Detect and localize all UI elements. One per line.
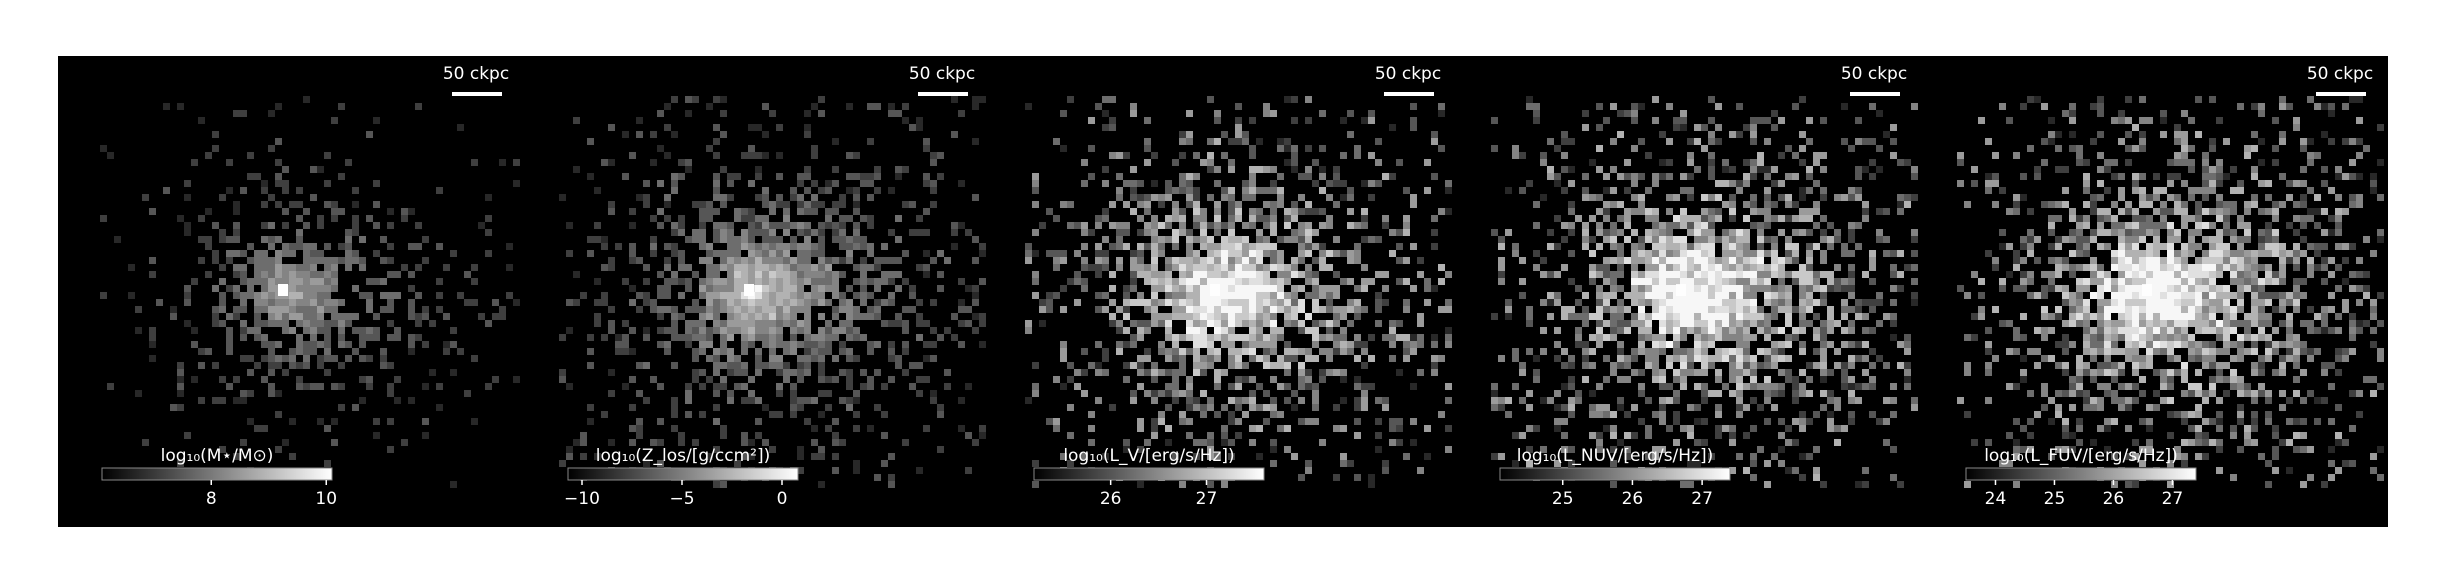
colorbar — [1965, 467, 2197, 481]
image-pixels — [2076, 222, 2265, 369]
colorbar-tick-label: 26 — [1622, 489, 1644, 509]
image-pixels — [1165, 243, 1312, 355]
panel: 50 ckpc log₁₀(L_V/[erg/s/Hz]) 26 27 — [1025, 64, 1452, 509]
colorbar-tick-label: 10 — [315, 489, 337, 509]
image-pixels — [559, 96, 986, 488]
image-pixels — [699, 243, 832, 341]
colorbar — [567, 467, 799, 481]
image-pixels — [289, 292, 303, 299]
image-pixels — [1123, 208, 1333, 376]
colorbar-tick-label: 25 — [2044, 489, 2066, 509]
colorbar — [1499, 467, 1731, 481]
colorbar-tick-label: −5 — [669, 489, 694, 509]
colorbar-tick-label: 26 — [1100, 489, 1122, 509]
image-pixels — [1957, 103, 2377, 488]
panel: 50 ckpc log₁₀(M⋆/M⊙) 8 10 — [100, 64, 520, 509]
image-pixels — [2041, 208, 2300, 404]
image-pixels — [1498, 131, 1911, 481]
image-pixels — [1032, 96, 1452, 481]
colorbar-tick-label: 0 — [777, 489, 788, 509]
colorbar-tick-label: 25 — [1552, 489, 1574, 509]
colorbar-label: log₁₀(L_NUV/[erg/s/Hz]) — [1517, 446, 1714, 466]
image-pixels — [1025, 96, 1452, 481]
colorbar-tick-label: 27 — [1691, 489, 1713, 509]
image-pixels — [1957, 96, 2384, 488]
panel: 50 ckpc log₁₀(L_FUV/[erg/s/Hz]) 24 25 26 27 — [1957, 64, 2384, 509]
panel: 50 ckpc log₁₀(L_NUV/[erg/s/Hz]) 25 26 27 — [1491, 64, 1918, 509]
colorbar — [101, 467, 333, 481]
galaxy-core — [278, 284, 288, 296]
image-pixels — [1631, 250, 1764, 348]
image-pixels — [1491, 96, 1918, 488]
image-pixels — [720, 257, 797, 334]
colorbar-tick-label: 8 — [206, 489, 217, 509]
image-pixels — [149, 131, 499, 446]
scale-bar-label: 50 ckpc — [2307, 64, 2373, 84]
image-pixels — [1025, 96, 1445, 488]
colorbar-label: log₁₀(L_V/[erg/s/Hz]) — [1063, 446, 1234, 466]
colorbar-label: log₁₀(L_FUV/[erg/s/Hz]) — [1984, 446, 2178, 466]
image-pixels — [1025, 96, 1452, 488]
image-pixels — [1491, 96, 1918, 488]
image-pixels — [1624, 215, 1785, 369]
colorbar-label: log₁₀(Z_los/[g/ccm²]) — [596, 446, 771, 466]
image-pixels — [1186, 250, 1284, 334]
galaxy-core — [2142, 284, 2152, 296]
image-pixels — [629, 173, 951, 425]
galaxy-core — [1676, 284, 1686, 296]
image-pixels — [734, 271, 776, 320]
colorbar-tick-label: 24 — [1985, 489, 2007, 509]
image-pixels — [1498, 103, 1918, 481]
colorbar-tick-label: −10 — [564, 489, 600, 509]
scale-bar-label: 50 ckpc — [909, 64, 975, 84]
galaxy-core — [1210, 284, 1220, 296]
scale-bar-label: 50 ckpc — [443, 64, 509, 84]
image-pixels — [2090, 250, 2223, 348]
colorbar-tick-label: 27 — [2162, 489, 2184, 509]
colorbar-tick-label: 27 — [1196, 489, 1218, 509]
panel: 50 ckpc log₁₀(Z_los/[g/ccm²]) −10 −5 0 — [559, 64, 986, 509]
scale-bar-label: 50 ckpc — [1841, 64, 1907, 84]
colorbar-tick-label: 26 — [2103, 489, 2125, 509]
image-pixels — [1978, 124, 2377, 446]
colorbar-label: log₁₀(M⋆/M⊙) — [161, 446, 274, 466]
galaxy-core — [744, 284, 754, 296]
image-pixels — [212, 222, 401, 362]
image-pixels — [100, 103, 520, 467]
image-pixels — [1491, 103, 1918, 488]
colorbar — [1033, 467, 1265, 481]
scale-bar-label: 50 ckpc — [1375, 64, 1441, 84]
